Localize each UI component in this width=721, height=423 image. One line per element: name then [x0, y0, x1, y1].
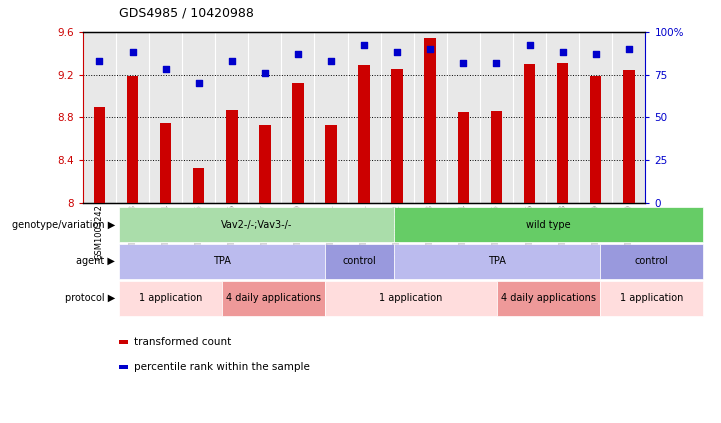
Bar [193, 168, 205, 203]
Point [259, 69, 270, 76]
Point [292, 51, 304, 58]
Bar [392, 69, 403, 203]
Point [425, 45, 436, 52]
Bar [523, 64, 535, 203]
Bar [292, 83, 304, 203]
Text: 1 application: 1 application [379, 293, 443, 303]
Bar [490, 111, 503, 203]
Bar [127, 76, 138, 203]
Bar [458, 112, 469, 203]
Text: 4 daily applications: 4 daily applications [226, 293, 321, 303]
Text: control: control [342, 256, 376, 266]
Text: Vav2-/-;Vav3-/-: Vav2-/-;Vav3-/- [221, 220, 292, 230]
Bar [259, 125, 270, 203]
Point [590, 51, 601, 58]
Point [557, 49, 568, 56]
Point [127, 49, 138, 56]
Bar [358, 65, 370, 203]
Point [623, 45, 634, 52]
Bar [94, 107, 105, 203]
Point [160, 66, 172, 73]
Text: transformed count: transformed count [134, 337, 231, 347]
Point [226, 58, 237, 64]
Text: wild type: wild type [526, 220, 571, 230]
Point [94, 58, 105, 64]
Bar [226, 110, 237, 203]
Point [325, 58, 337, 64]
Bar [325, 125, 337, 203]
Text: control: control [634, 256, 668, 266]
Text: TPA: TPA [213, 256, 231, 266]
Bar [623, 70, 634, 203]
Bar [557, 63, 568, 203]
Point [392, 49, 403, 56]
Text: agent ▶: agent ▶ [76, 256, 115, 266]
Point [358, 42, 370, 49]
Point [523, 42, 535, 49]
Bar [425, 38, 436, 203]
Text: 1 application: 1 application [620, 293, 683, 303]
Text: 1 application: 1 application [139, 293, 202, 303]
Text: genotype/variation ▶: genotype/variation ▶ [12, 220, 115, 230]
Point [491, 59, 503, 66]
Point [458, 59, 469, 66]
Text: 4 daily applications: 4 daily applications [501, 293, 596, 303]
Bar [160, 123, 172, 203]
Text: TPA: TPA [488, 256, 506, 266]
Point [193, 80, 205, 86]
Text: protocol ▶: protocol ▶ [65, 293, 115, 303]
Text: GDS4985 / 10420988: GDS4985 / 10420988 [119, 6, 254, 19]
Bar [590, 76, 601, 203]
Text: percentile rank within the sample: percentile rank within the sample [134, 362, 310, 372]
